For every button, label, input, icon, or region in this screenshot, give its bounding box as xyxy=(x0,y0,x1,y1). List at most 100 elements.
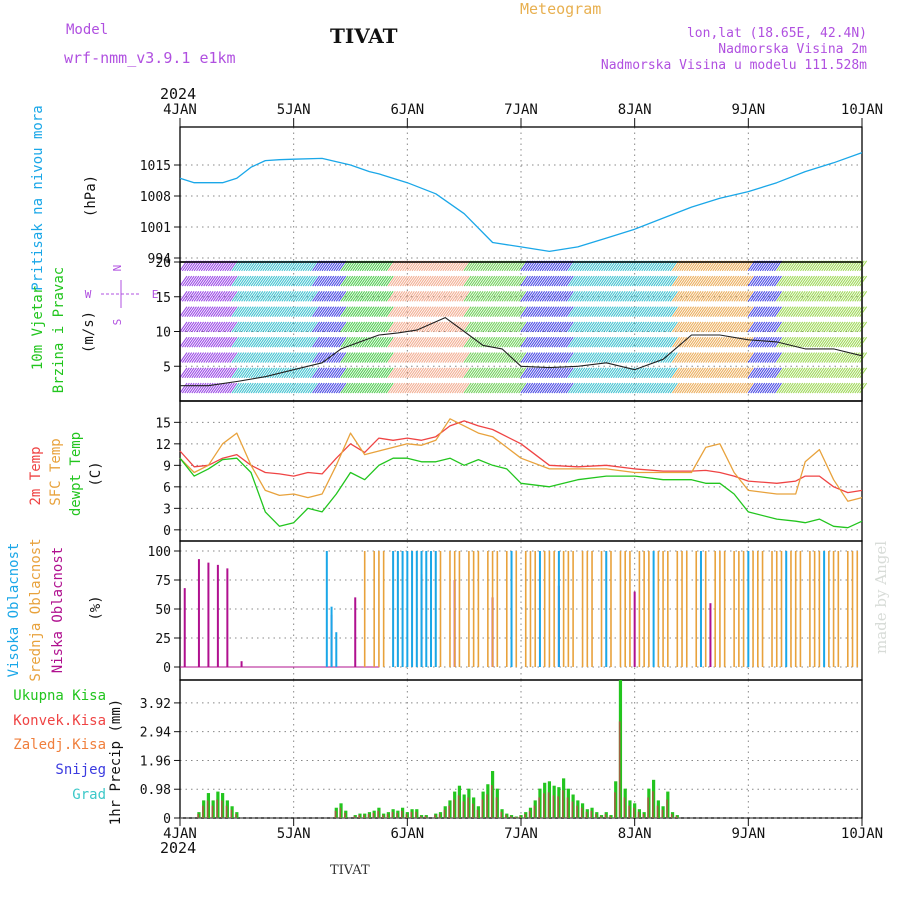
wind-barb xyxy=(653,336,662,348)
wind-barb xyxy=(624,336,633,348)
wind-barb xyxy=(181,306,190,317)
wind-barb xyxy=(759,291,768,302)
wind-barb xyxy=(290,321,299,333)
wind-barb xyxy=(612,367,621,379)
wind-barb xyxy=(440,352,448,363)
wind-barb xyxy=(432,367,441,379)
wind-barb xyxy=(788,321,797,333)
wind-barb xyxy=(224,291,233,302)
wind-barb xyxy=(302,291,311,302)
wind-barb xyxy=(252,321,261,333)
wind-barb xyxy=(646,336,654,348)
year-label-top: 2024 xyxy=(160,85,196,103)
wind-barb xyxy=(492,291,501,302)
wind-barb xyxy=(437,291,446,302)
wind-barb xyxy=(667,291,676,302)
wind-barb xyxy=(371,275,380,287)
wind-barb xyxy=(212,367,221,379)
wind-barb xyxy=(371,352,380,363)
precip-bar-conv xyxy=(462,801,465,818)
wind-barb xyxy=(799,367,808,379)
wind-barb xyxy=(378,275,387,287)
precip-bar-conv xyxy=(400,810,403,818)
wind-barb xyxy=(596,382,605,394)
wind-barb xyxy=(653,275,662,287)
wind-barb xyxy=(852,275,860,287)
wind-barb xyxy=(487,306,496,317)
wind-barb xyxy=(383,352,392,363)
wind-barb xyxy=(352,321,361,333)
wind-barb xyxy=(764,275,773,287)
wind-barb xyxy=(295,275,304,287)
wind-barb xyxy=(688,367,697,379)
wind-barb xyxy=(241,367,250,379)
wind-barb xyxy=(773,352,782,363)
wind-barb xyxy=(570,352,579,363)
wind-barb xyxy=(364,321,373,333)
wind-barb xyxy=(260,275,268,287)
wind-barb xyxy=(416,336,425,348)
wind-barb xyxy=(691,367,699,379)
wind-barb xyxy=(345,382,354,394)
wind-barb xyxy=(593,275,602,287)
wind-barb xyxy=(612,321,621,333)
wind-barb xyxy=(489,291,498,302)
wind-barb xyxy=(856,260,865,272)
wind-barb xyxy=(324,321,332,333)
precip-bar-conv xyxy=(386,813,389,818)
wind-barb xyxy=(487,382,496,394)
wind-barb xyxy=(856,382,865,394)
wind-barb xyxy=(480,336,489,348)
wind-barb xyxy=(631,291,640,302)
wind-barb xyxy=(189,321,197,333)
wind-barb xyxy=(269,352,278,363)
wind-barb xyxy=(842,352,851,363)
wind-barb xyxy=(728,275,737,287)
wind-barb xyxy=(700,306,709,317)
wind-barb xyxy=(728,291,737,302)
wind-barb xyxy=(243,321,252,333)
wind-barb xyxy=(700,321,709,333)
wind-axis-title-1: 10m Vjetar xyxy=(30,286,46,370)
precip-bar-conv xyxy=(424,815,427,818)
wind-barb xyxy=(854,367,863,379)
wind-barb xyxy=(534,306,543,317)
wind-barb xyxy=(721,275,730,287)
wind-barb xyxy=(646,321,654,333)
wind-barb xyxy=(773,367,782,379)
wind-barb xyxy=(615,352,624,363)
wind-barb xyxy=(620,382,628,394)
wind-barb xyxy=(513,321,522,333)
wind-barb xyxy=(788,352,797,363)
wind-barb xyxy=(432,352,441,363)
wind-barb xyxy=(290,336,299,348)
wind-barb xyxy=(255,306,264,317)
wind-barb xyxy=(283,321,292,333)
wind-barb xyxy=(575,291,583,302)
wind-barb xyxy=(683,275,692,287)
wind-barb xyxy=(418,336,427,348)
wind-barb xyxy=(747,367,756,379)
wind-barb xyxy=(821,336,830,348)
wind-barb xyxy=(314,367,323,379)
wind-barb xyxy=(262,321,271,333)
wind-barb xyxy=(662,336,671,348)
wind-barb xyxy=(572,367,581,379)
wind-barb xyxy=(665,306,673,317)
x-tick-label-top: 8JAN xyxy=(618,102,652,118)
precip-bar-conv xyxy=(202,805,204,818)
wind-barb xyxy=(679,321,688,333)
wind-barb xyxy=(200,367,209,379)
wind-barb xyxy=(503,291,512,302)
wind-barb xyxy=(745,367,754,379)
wind-barb xyxy=(335,336,344,348)
wind-barb xyxy=(759,336,768,348)
wind-barb xyxy=(184,321,193,333)
wind-barb xyxy=(828,382,837,394)
wind-barb xyxy=(627,336,636,348)
wind-barb xyxy=(714,352,723,363)
wind-barb xyxy=(844,382,853,394)
wind-barb xyxy=(577,291,586,302)
wind-barb xyxy=(222,382,231,394)
wind-barb xyxy=(186,352,195,363)
